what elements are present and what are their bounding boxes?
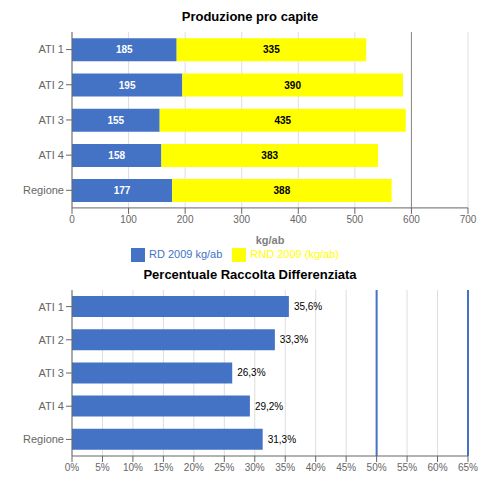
svg-text:20%: 20% [184,462,204,473]
svg-text:ATI 4: ATI 4 [39,400,64,412]
svg-text:ATI 3: ATI 3 [39,114,64,126]
svg-text:600: 600 [403,214,420,225]
svg-text:31,3%: 31,3% [268,434,296,445]
svg-text:65%: 65% [458,462,478,473]
svg-text:0%: 0% [65,462,80,473]
svg-text:390: 390 [284,80,301,91]
svg-text:335: 335 [263,44,280,55]
svg-text:ATI 2: ATI 2 [39,79,64,91]
svg-text:500: 500 [347,214,364,225]
svg-text:5%: 5% [95,462,110,473]
svg-text:26,3%: 26,3% [237,367,265,378]
svg-text:45%: 45% [336,462,356,473]
svg-text:kg/ab: kg/ab [256,234,285,246]
svg-text:30%: 30% [245,462,265,473]
svg-text:Regione: Regione [23,184,64,196]
svg-text:300: 300 [233,214,250,225]
svg-text:ATI 3: ATI 3 [39,367,64,379]
svg-text:29,2%: 29,2% [255,401,283,412]
svg-text:700: 700 [460,214,477,225]
svg-text:ATI 2: ATI 2 [39,334,64,346]
svg-text:15%: 15% [153,462,173,473]
svg-text:Regione: Regione [23,433,64,445]
svg-text:33,3%: 33,3% [280,334,308,345]
html-text:RD 2009 kg/ab: RD 2009 kg/ab [149,247,223,260]
svg-text:35%: 35% [275,462,295,473]
svg-text:55%: 55% [397,462,417,473]
svg-text:10%: 10% [123,462,143,473]
html-text:Produzione pro capite: Produzione pro capite [181,9,319,24]
svg-text:400: 400 [290,214,307,225]
svg-text:50%: 50% [367,462,387,473]
svg-text:158: 158 [108,150,125,161]
svg-text:35,6%: 35,6% [294,301,322,312]
svg-text:155: 155 [107,115,124,126]
svg-text:383: 383 [261,150,278,161]
svg-text:ATI 1: ATI 1 [39,301,64,313]
svg-text:185: 185 [116,44,133,55]
svg-text:0: 0 [69,214,75,225]
svg-text:195: 195 [119,80,136,91]
svg-text:388: 388 [274,185,291,196]
svg-text:ATI 4: ATI 4 [39,149,64,161]
svg-text:435: 435 [274,115,291,126]
svg-text:177: 177 [114,185,131,196]
html-text:RND 2009 (kg/ab): RND 2009 (kg/ab) [250,247,339,260]
svg-text:ATI 1: ATI 1 [39,43,64,55]
html-text:Percentuale Raccolta Differenz: Percentuale Raccolta Differenziata [143,267,357,282]
svg-text:100: 100 [120,214,137,225]
svg-text:60%: 60% [428,462,448,473]
svg-text:200: 200 [177,214,194,225]
svg-text:25%: 25% [214,462,234,473]
svg-text:40%: 40% [306,462,326,473]
